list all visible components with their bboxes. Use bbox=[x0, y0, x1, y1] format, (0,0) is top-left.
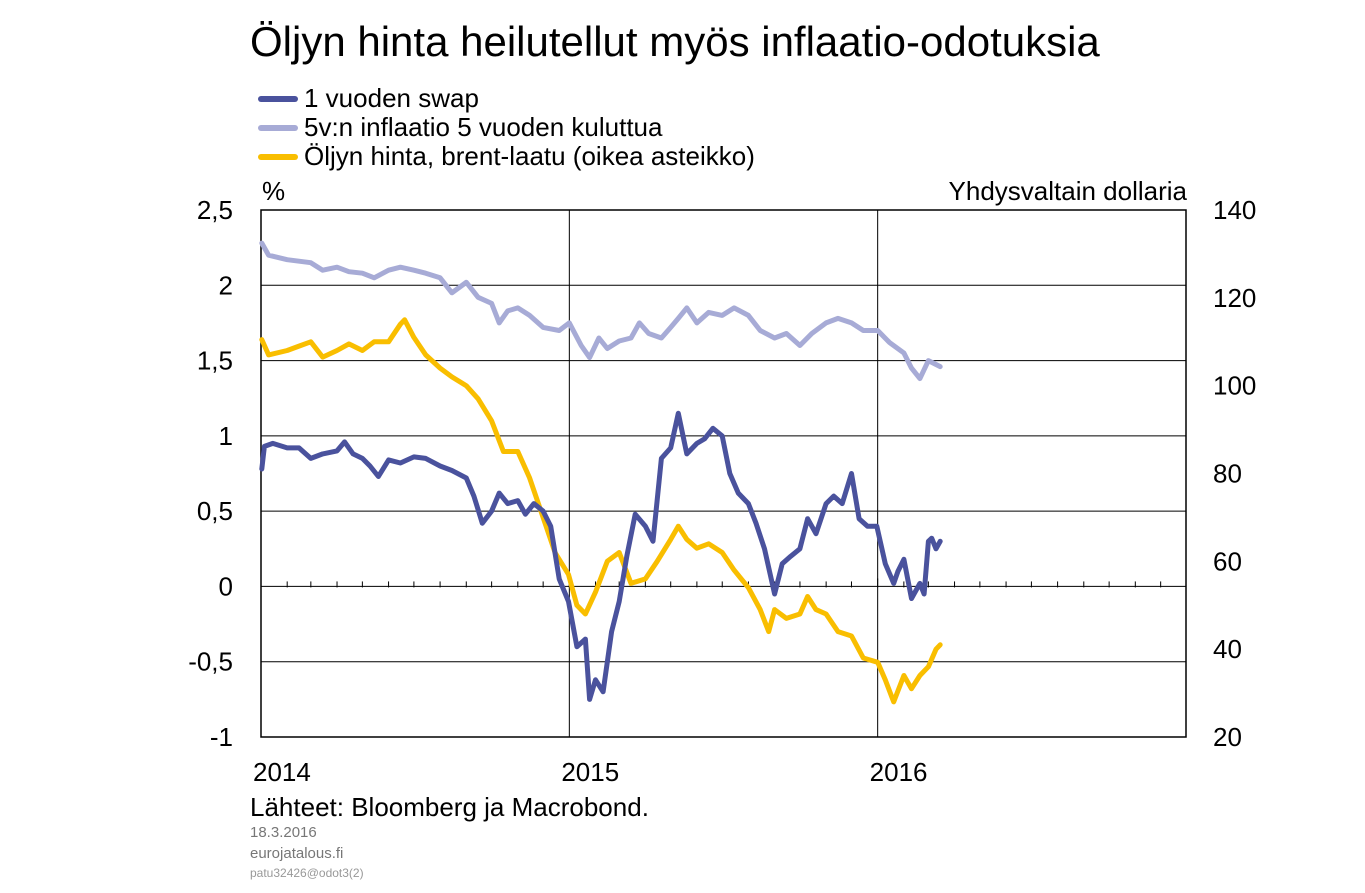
x-tick-label: 2014 bbox=[253, 757, 311, 787]
x-tick-label: 2015 bbox=[561, 757, 619, 787]
legend: 1 vuoden swap 5v:n inflaatio 5 vuoden ku… bbox=[258, 83, 755, 171]
legend-swatch-inflation bbox=[258, 124, 298, 131]
left-tick-label: 1 bbox=[219, 421, 233, 451]
legend-item-oil: Öljyn hinta, brent-laatu (oikea asteikko… bbox=[258, 141, 755, 171]
series-lines bbox=[259, 240, 943, 705]
chart-code: patu32426@odot3(2) bbox=[250, 866, 364, 880]
right-tick-label: 20 bbox=[1213, 722, 1242, 752]
right-tick-label: 60 bbox=[1213, 546, 1242, 576]
source-note: Lähteet: Bloomberg ja Macrobond. bbox=[250, 792, 649, 822]
right-tick-label: 140 bbox=[1213, 195, 1256, 225]
left-axis-tick-labels: 2,5 2 1,5 1 0,5 0 -0,5 -1 bbox=[188, 195, 233, 752]
legend-label-inflation: 5v:n inflaatio 5 vuoden kuluttua bbox=[304, 112, 663, 142]
left-tick-label: -0,5 bbox=[188, 647, 233, 677]
left-tick-label: 2 bbox=[219, 270, 233, 300]
right-tick-label: 80 bbox=[1213, 459, 1242, 489]
legend-swatch-oil bbox=[258, 153, 298, 160]
inflation-series-line bbox=[259, 240, 943, 382]
right-axis-tick-labels: 140 120 100 80 60 40 20 bbox=[1213, 195, 1256, 752]
legend-item-inflation: 5v:n inflaatio 5 vuoden kuluttua bbox=[258, 112, 755, 142]
left-tick-label: 0 bbox=[219, 571, 233, 601]
legend-item-swap: 1 vuoden swap bbox=[258, 83, 755, 113]
legend-label-oil: Öljyn hinta, brent-laatu (oikea asteikko… bbox=[304, 141, 755, 171]
left-tick-label: 0,5 bbox=[197, 496, 233, 526]
right-tick-label: 120 bbox=[1213, 283, 1256, 313]
right-axis-unit: Yhdysvaltain dollaria bbox=[948, 176, 1187, 206]
left-tick-label: 1,5 bbox=[197, 346, 233, 376]
x-tick-label: 2016 bbox=[870, 757, 928, 787]
plot-frame bbox=[260, 209, 1187, 738]
right-tick-label: 40 bbox=[1213, 634, 1242, 664]
legend-swatch-swap bbox=[258, 95, 298, 102]
left-tick-label: 2,5 bbox=[197, 195, 233, 225]
date-stamp: 18.3.2016 bbox=[250, 824, 317, 841]
site-name: eurojatalous.fi bbox=[250, 845, 344, 862]
grid-lines bbox=[260, 209, 1187, 738]
left-axis-unit: % bbox=[262, 176, 286, 206]
right-tick-label: 100 bbox=[1213, 371, 1256, 401]
chart-title: Öljyn hinta heilutellut myös inflaatio-o… bbox=[250, 18, 1100, 65]
legend-label-swap: 1 vuoden swap bbox=[304, 83, 479, 113]
x-axis-tick-labels: 2014 2015 2016 bbox=[253, 757, 928, 787]
swap-series-line bbox=[259, 410, 943, 702]
left-tick-label: -1 bbox=[210, 722, 233, 752]
